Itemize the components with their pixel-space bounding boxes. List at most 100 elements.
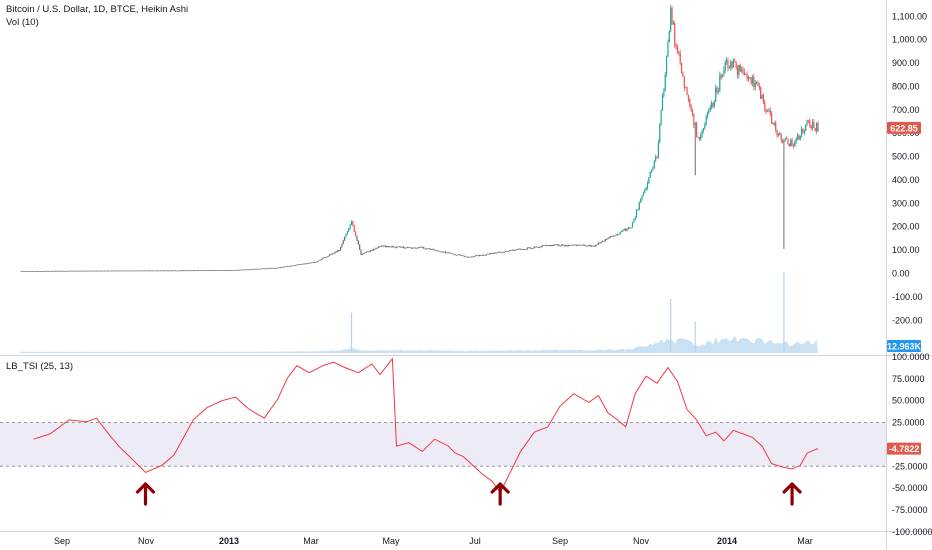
- candle-body: [154, 270, 156, 272]
- volume-legend[interactable]: Vol (10): [6, 17, 39, 28]
- candle-body: [612, 235, 614, 237]
- candle-body: [777, 133, 780, 136]
- candle-body: [309, 262, 312, 264]
- candle-body: [738, 64, 740, 76]
- candle-body: [794, 141, 796, 147]
- candle-body: [277, 267, 279, 269]
- candle-body: [809, 120, 811, 126]
- candle-body: [308, 262, 310, 264]
- candle-body: [615, 234, 617, 236]
- candle-body: [503, 251, 505, 253]
- candle-body: [28, 271, 31, 272]
- candle-body: [341, 243, 343, 248]
- candle-body: [517, 248, 519, 250]
- candle-body: [532, 248, 534, 250]
- candle-body: [136, 270, 138, 272]
- candle-body: [461, 254, 463, 256]
- candle-body: [221, 270, 223, 271]
- candle-body: [762, 94, 765, 102]
- candle-body: [432, 249, 434, 250]
- candle-body: [495, 252, 497, 254]
- candle-body: [314, 262, 316, 263]
- time-label: Mar: [797, 536, 813, 546]
- candle-body: [69, 270, 72, 272]
- candle-body: [342, 240, 344, 244]
- candle-body: [590, 245, 593, 247]
- candle-body: [357, 240, 359, 245]
- candle-body: [760, 87, 762, 99]
- candle-body: [144, 270, 147, 272]
- candle-body: [196, 270, 198, 271]
- candle-body: [240, 269, 242, 271]
- candle-body: [644, 190, 646, 193]
- tsi-band: [0, 422, 886, 467]
- candle-body: [610, 236, 612, 238]
- candle-body: [524, 249, 526, 250]
- candle-body: [674, 23, 676, 46]
- candle-body: [49, 270, 51, 272]
- candle-body: [803, 130, 805, 133]
- candle-body: [554, 244, 556, 246]
- candle-body: [660, 110, 662, 124]
- candle-body: [802, 128, 804, 133]
- candle-body: [736, 67, 739, 76]
- price-pane[interactable]: Bitcoin / U.S. Dollar, 1D, BTCE, Heikin …: [0, 0, 932, 355]
- candle-body: [691, 110, 694, 116]
- candle-body: [631, 222, 634, 228]
- candle-body: [312, 262, 314, 263]
- candle-body: [135, 270, 137, 272]
- tsi-series: [33, 357, 819, 494]
- candle-body: [580, 244, 582, 246]
- candle-body: [251, 269, 253, 271]
- candle-body: [449, 252, 451, 254]
- candle-body: [322, 257, 324, 260]
- candle-body: [233, 269, 235, 271]
- candle-body: [704, 125, 706, 129]
- candle-body: [686, 87, 688, 95]
- candle-body: [578, 244, 580, 246]
- candle-body: [480, 254, 482, 256]
- candle-body: [324, 257, 327, 259]
- candle-body: [795, 138, 797, 142]
- candle-body: [364, 252, 366, 254]
- tsi-pane[interactable]: LB_TSI (25, 13): [0, 356, 932, 531]
- candle-body: [455, 254, 458, 256]
- candle-body: [176, 270, 178, 272]
- candle-body: [469, 256, 471, 258]
- candle-body: [451, 253, 454, 255]
- candle-body: [739, 64, 741, 72]
- candle-body: [390, 246, 392, 248]
- tsi-tick-label: -75.0000: [892, 505, 928, 515]
- last-price-badge-bg: [887, 121, 921, 134]
- time-label: Sep: [552, 536, 568, 546]
- candle-body: [256, 268, 258, 270]
- candle-body: [611, 236, 613, 238]
- symbol-legend[interactable]: Bitcoin / U.S. Dollar, 1D, BTCE, Heikin …: [6, 4, 189, 15]
- candle-body: [698, 137, 700, 140]
- candle-body: [712, 102, 714, 107]
- candle-body: [356, 235, 358, 241]
- tsi-legend[interactable]: LB_TSI (25, 13): [6, 361, 74, 372]
- candle-body: [151, 270, 153, 272]
- candle-body: [180, 270, 182, 272]
- candle-body: [483, 254, 485, 256]
- candle-body: [664, 74, 666, 92]
- candle-body: [487, 253, 489, 255]
- candle-body: [573, 244, 575, 246]
- candle-body: [649, 171, 651, 178]
- candle-body: [88, 270, 91, 272]
- candle-body: [663, 91, 665, 95]
- candle-body: [91, 270, 93, 272]
- candle-body: [397, 246, 399, 248]
- candle-body: [700, 135, 702, 140]
- candle-body: [155, 270, 158, 272]
- candle-body: [761, 94, 763, 99]
- candle-body: [566, 245, 568, 247]
- candle-body: [63, 270, 65, 272]
- candle-body: [577, 244, 579, 246]
- candle-body: [596, 244, 598, 246]
- candle-body: [440, 251, 443, 253]
- candle-body: [125, 270, 127, 272]
- candle-body: [222, 269, 224, 271]
